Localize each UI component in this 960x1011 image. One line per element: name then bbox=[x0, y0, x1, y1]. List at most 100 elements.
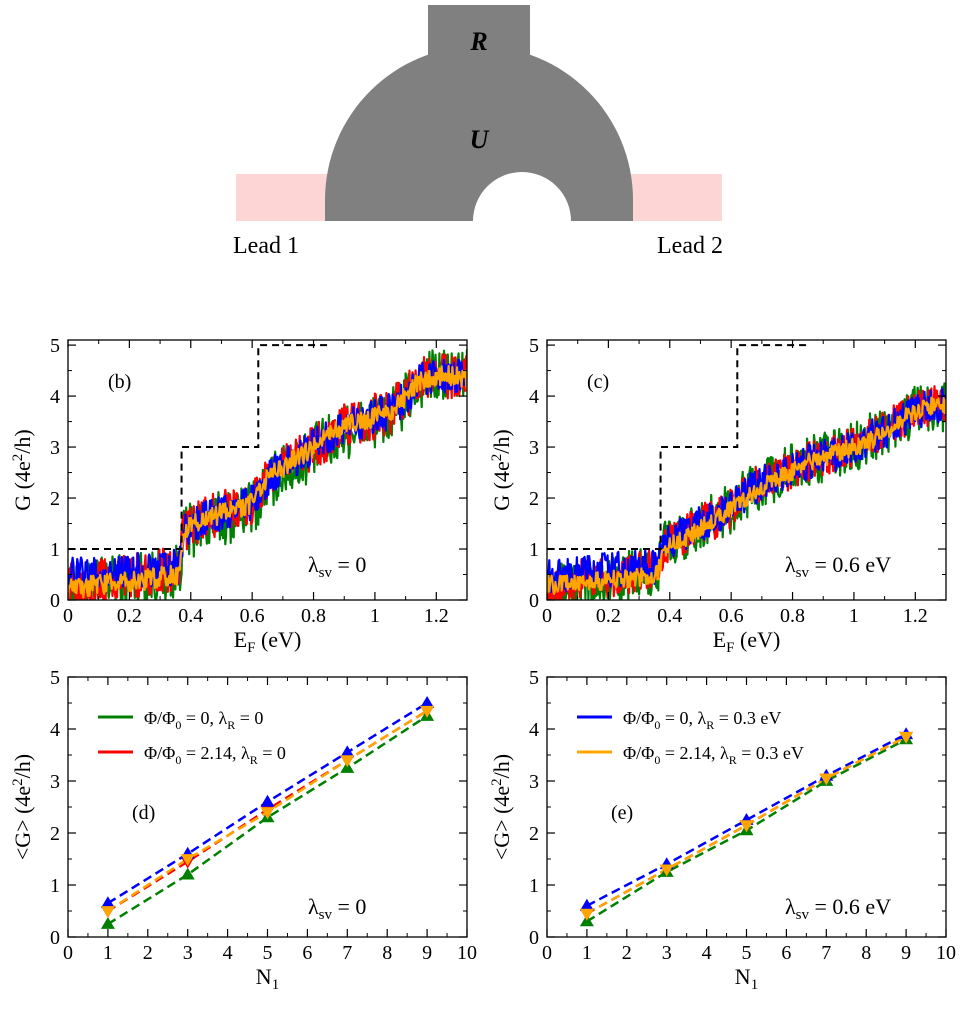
x-tick-label: 0.8 bbox=[780, 605, 805, 627]
panel-label: (d) bbox=[132, 802, 155, 824]
y-axis-label: G (4e2/h) bbox=[10, 429, 35, 510]
x-tick-label: 4 bbox=[702, 942, 712, 964]
x-tick-label: 10 bbox=[936, 942, 956, 964]
x-tick-label: 0 bbox=[63, 942, 73, 964]
data-point-blue bbox=[420, 696, 435, 708]
device-schematic: R U Lead 1 Lead 2 bbox=[233, 5, 723, 259]
data-point-orange bbox=[659, 864, 674, 877]
y-tick-label: 0 bbox=[529, 590, 539, 612]
step-reference-line bbox=[547, 344, 808, 551]
x-tick-label: 1 bbox=[582, 942, 592, 964]
y-tick-label: 3 bbox=[529, 771, 539, 793]
y-tick-label: 4 bbox=[50, 386, 60, 408]
plot-area bbox=[68, 349, 467, 600]
x-tick-label: 3 bbox=[662, 942, 672, 964]
plot-frame bbox=[67, 339, 468, 601]
y-tick-label: 3 bbox=[50, 771, 60, 793]
y-tick-label: 5 bbox=[50, 667, 60, 689]
y-axis-label: <G> (4e2/h) bbox=[489, 754, 514, 860]
x-tick-label: 3 bbox=[183, 942, 193, 964]
y-axis-label: <G> (4e2/h) bbox=[10, 754, 35, 860]
data-point-orange bbox=[579, 908, 594, 921]
x-tick-label: 7 bbox=[821, 942, 831, 964]
data-point-blue bbox=[100, 896, 115, 909]
plot-frame bbox=[546, 339, 947, 601]
spin-valley-annotation: λsv = 0 bbox=[308, 552, 366, 581]
y-tick-label: 4 bbox=[529, 719, 539, 741]
y-tick-label: 1 bbox=[529, 539, 539, 561]
legend-entry: Φ/Φ0 = 2.14, λR = 0.3 eV bbox=[623, 743, 804, 767]
data-point-orange bbox=[420, 705, 435, 718]
y-tick-label: 2 bbox=[529, 488, 539, 510]
x-tick-label: 2 bbox=[622, 942, 632, 964]
x-tick-label: 1 bbox=[849, 605, 859, 627]
spin-valley-annotation: λsv = 0 bbox=[308, 894, 366, 923]
x-tick-label: 0 bbox=[542, 942, 552, 964]
data-point-orange bbox=[180, 854, 195, 866]
spin-valley-annotation: λsv = 0.6 eV bbox=[785, 894, 891, 923]
x-tick-label: 8 bbox=[861, 942, 871, 964]
conductance-panel-b: 0 0.2 0.4 0.6 0.8 1 1.2 0 1 2 3 4 5 EF (eV) G (4e2/h) (… bbox=[10, 335, 468, 656]
series-line-green bbox=[107, 714, 428, 926]
x-tick-label: 0.8 bbox=[301, 605, 326, 627]
y-tick-label: 5 bbox=[529, 667, 539, 689]
y-tick-label: 5 bbox=[529, 335, 539, 357]
x-tick-label: 4 bbox=[223, 942, 233, 964]
x-tick-label: 6 bbox=[781, 942, 791, 964]
x-tick-label: 0 bbox=[63, 605, 73, 627]
region-label-u: U bbox=[470, 125, 490, 154]
y-tick-label: 0 bbox=[50, 590, 60, 612]
series-line-orange bbox=[68, 365, 467, 600]
plot-area bbox=[579, 727, 914, 927]
y-tick-label: 2 bbox=[50, 488, 60, 510]
data-point-orange bbox=[819, 773, 834, 786]
y-tick-label: 4 bbox=[529, 386, 539, 408]
panel-label: (e) bbox=[611, 802, 633, 824]
y-tick-label: 1 bbox=[529, 875, 539, 897]
data-point-green bbox=[180, 867, 195, 880]
x-tick-label: 0.4 bbox=[657, 605, 682, 627]
x-tick-label: 8 bbox=[382, 942, 392, 964]
x-tick-label: 1 bbox=[103, 942, 113, 964]
lead-1-label: Lead 1 bbox=[233, 233, 299, 259]
y-tick-label: 1 bbox=[50, 875, 60, 897]
x-tick-label: 9 bbox=[901, 942, 911, 964]
x-tick-label: 1 bbox=[370, 605, 380, 627]
legend-entry: Φ/Φ0 = 2.14, λR = 0 bbox=[144, 743, 286, 767]
x-tick-label: 0.2 bbox=[596, 605, 621, 627]
x-axis-label: N1 bbox=[256, 964, 279, 993]
y-tick-label: 2 bbox=[529, 823, 539, 845]
x-axis-label: EF (eV) bbox=[713, 627, 781, 656]
data-point-blue bbox=[340, 745, 355, 758]
legend-entry: Φ/Φ0 = 0, λR = 0 bbox=[144, 708, 263, 732]
data-point-orange bbox=[899, 731, 914, 744]
y-axis-label: G (4e2/h) bbox=[489, 429, 514, 510]
region-label-r: R bbox=[469, 27, 487, 56]
x-tick-label: 0.2 bbox=[117, 605, 142, 627]
y-tick-label: 0 bbox=[50, 927, 60, 949]
x-tick-label: 1.2 bbox=[424, 605, 449, 627]
x-tick-label: 9 bbox=[422, 942, 432, 964]
series-line-orange bbox=[547, 396, 946, 595]
lead-2-label: Lead 2 bbox=[657, 233, 723, 259]
plot-area bbox=[547, 382, 946, 600]
y-tick-label: 2 bbox=[50, 823, 60, 845]
x-tick-label: 0.6 bbox=[240, 605, 265, 627]
x-tick-label: 1.2 bbox=[903, 605, 928, 627]
x-tick-label: 6 bbox=[302, 942, 312, 964]
data-point-orange bbox=[100, 906, 115, 918]
spin-valley-annotation: λsv = 0.6 eV bbox=[785, 552, 891, 581]
y-tick-label: 3 bbox=[50, 437, 60, 459]
device-hole bbox=[473, 172, 571, 221]
x-tick-label: 7 bbox=[342, 942, 352, 964]
data-point-orange bbox=[739, 820, 754, 833]
y-tick-label: 4 bbox=[50, 719, 60, 741]
x-axis-label: N1 bbox=[735, 964, 758, 993]
device-ring-u bbox=[325, 46, 633, 221]
data-point-orange bbox=[260, 807, 275, 820]
x-axis-label: EF (eV) bbox=[234, 627, 302, 656]
x-tick-label: 2 bbox=[143, 942, 153, 964]
